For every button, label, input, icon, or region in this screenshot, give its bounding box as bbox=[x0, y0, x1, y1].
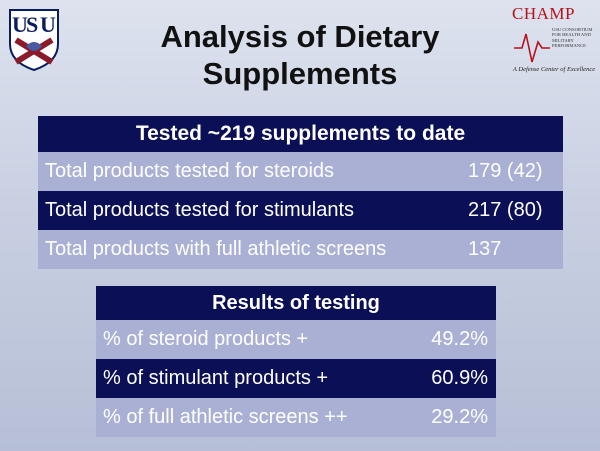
slide-title: Analysis of Dietary Supplements bbox=[160, 19, 440, 91]
row-value: 29.2% bbox=[431, 406, 488, 428]
champ-logo-subtitle: USU Consortium for Health and Military P… bbox=[552, 27, 593, 49]
table-row: % of full athletic screens ++ 29.2% bbox=[96, 398, 496, 437]
champ-logo: CHAMP USU Consortium for Health and Mili… bbox=[512, 4, 596, 80]
row-value: 49.2% bbox=[431, 328, 488, 350]
row-label: Total products tested for stimulants bbox=[45, 199, 355, 221]
table-row: Total products tested for steroids 179 (… bbox=[38, 152, 563, 191]
table-header: Tested ~219 supplements to date bbox=[38, 116, 563, 152]
svg-text:U: U bbox=[12, 12, 28, 37]
row-value: 179 (42) bbox=[468, 160, 543, 182]
champ-logo-name: CHAMP bbox=[512, 4, 575, 23]
row-label: % of stimulant products + bbox=[103, 367, 329, 389]
row-value: 217 (80) bbox=[468, 199, 543, 221]
row-label: % of full athletic screens ++ bbox=[103, 406, 348, 428]
row-label: Total products with full athletic screen… bbox=[45, 238, 387, 260]
table-row: Total products with full athletic screen… bbox=[38, 230, 563, 269]
results-table: Results of testing % of steroid products… bbox=[96, 286, 496, 437]
tested-supplements-table: Tested ~219 supplements to date Total pr… bbox=[38, 116, 563, 269]
row-value: 137 bbox=[468, 238, 502, 260]
svg-text:U: U bbox=[40, 12, 56, 37]
table-header: Results of testing bbox=[96, 286, 496, 320]
svg-text:S: S bbox=[26, 12, 38, 37]
table-row: Total products tested for stimulants 217… bbox=[38, 191, 563, 230]
usu-logo: U S U bbox=[6, 6, 62, 72]
table-row: % of stimulant products + 60.9% bbox=[96, 359, 496, 398]
champ-logo-tagline: A Defense Center of Excellence bbox=[512, 66, 596, 73]
row-label: Total products tested for steroids bbox=[45, 160, 335, 182]
row-label: % of steroid products + bbox=[103, 328, 309, 350]
table-row: % of steroid products + 49.2% bbox=[96, 320, 496, 359]
row-value: 60.9% bbox=[431, 367, 488, 389]
